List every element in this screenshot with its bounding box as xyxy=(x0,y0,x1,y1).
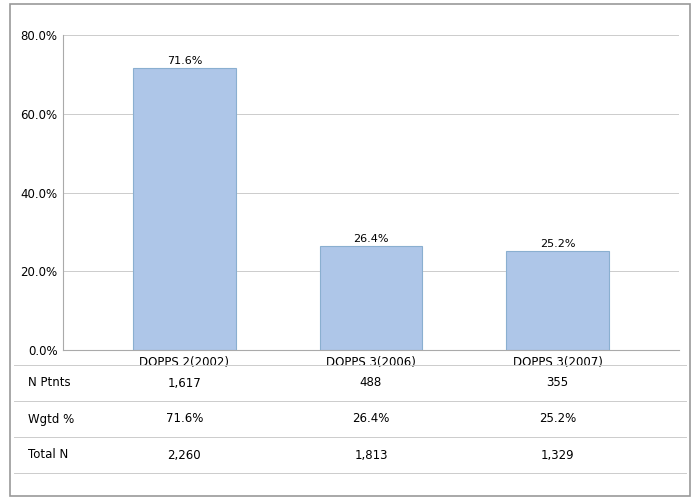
Text: 1,617: 1,617 xyxy=(167,376,201,390)
Text: 71.6%: 71.6% xyxy=(167,56,202,66)
Text: 1,329: 1,329 xyxy=(541,448,575,462)
Text: N Ptnts: N Ptnts xyxy=(28,376,71,390)
Text: 2,260: 2,260 xyxy=(167,448,201,462)
Text: 25.2%: 25.2% xyxy=(540,239,575,249)
Text: 1,813: 1,813 xyxy=(354,448,388,462)
Text: 26.4%: 26.4% xyxy=(352,412,390,426)
Text: 26.4%: 26.4% xyxy=(354,234,388,244)
Text: 355: 355 xyxy=(547,376,568,390)
Text: 488: 488 xyxy=(360,376,382,390)
Bar xyxy=(320,246,422,350)
Bar xyxy=(133,68,236,350)
Text: Total N: Total N xyxy=(28,448,69,462)
Text: 71.6%: 71.6% xyxy=(166,412,203,426)
Bar xyxy=(506,251,609,350)
Text: Wgtd %: Wgtd % xyxy=(28,412,74,426)
Text: 25.2%: 25.2% xyxy=(539,412,576,426)
